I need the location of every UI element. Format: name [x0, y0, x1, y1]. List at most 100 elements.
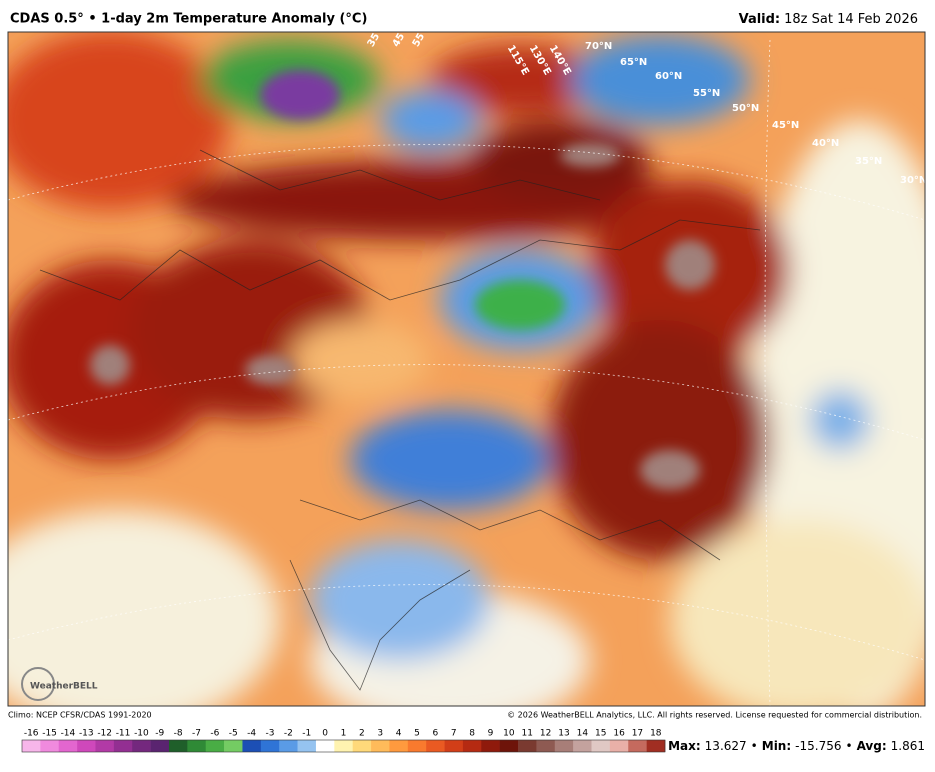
- colorbar-label: -7: [192, 729, 201, 739]
- colorbar-label: 7: [451, 729, 457, 739]
- colorbar-label: 17: [632, 729, 643, 739]
- colorbar-swatch: [462, 740, 482, 752]
- lat-label: 65°N: [620, 57, 647, 68]
- stats-value: 1.861: [891, 739, 925, 753]
- colorbar-swatch: [499, 740, 519, 752]
- lat-label: 55°N: [693, 88, 720, 99]
- stats-separator: •: [845, 739, 852, 753]
- colorbar-swatch: [132, 740, 151, 752]
- colorbar-label: 14: [577, 729, 589, 739]
- colorbar-swatch: [573, 740, 592, 752]
- map: 35°E 45°E 55°E 115°E 130°E 140°E 70°N 65…: [8, 32, 927, 706]
- colorbar-swatch: [95, 740, 115, 752]
- colorbar-swatch: [260, 740, 280, 752]
- lat-label: 60°N: [655, 71, 682, 82]
- colorbar-swatch: [352, 740, 372, 752]
- colorbar-swatch: [187, 740, 207, 752]
- colorbar-swatch: [389, 740, 409, 752]
- colorbar-swatch: [518, 740, 537, 752]
- colorbar-swatch: [628, 740, 647, 752]
- stats-separator: •: [751, 739, 758, 753]
- colorbar-label: 6: [432, 729, 438, 739]
- stats-label: Max:: [668, 739, 701, 753]
- colorbar-label: -13: [79, 729, 94, 739]
- lat-label: 45°N: [772, 120, 799, 131]
- colorbar-label: -10: [134, 729, 149, 739]
- colorbar-label: -4: [247, 729, 256, 739]
- stats-label: Min:: [762, 739, 791, 753]
- colorbar-swatch: [150, 740, 170, 752]
- colorbar-label: -8: [174, 729, 183, 739]
- colorbar-swatch: [554, 740, 574, 752]
- colorbar: -16 -15 -14 -13 -12 -11 -10 -9 -8 -7 -6 -5 -4 -3 -2 -1 0…: [21, 729, 666, 753]
- valid-time: Valid: 18z Sat 14 Feb 2026: [739, 12, 918, 27]
- lat-label: 50°N: [732, 103, 759, 114]
- colorbar-swatch: [113, 740, 133, 752]
- colorbar-swatch: [444, 740, 464, 752]
- colorbar-swatch: [77, 740, 96, 752]
- colorbar-swatch: [242, 740, 262, 752]
- lat-label: 40°N: [812, 138, 839, 149]
- colorbar-label: -3: [266, 729, 275, 739]
- valid-value: 18z Sat 14 Feb 2026: [784, 12, 918, 27]
- colorbar-label: 18: [650, 729, 662, 739]
- colorbar-label: -6: [210, 729, 219, 739]
- map-frame: [7, 31, 926, 707]
- colorbar-label: -1: [302, 729, 311, 739]
- lat-label: 30°N: [900, 175, 927, 186]
- colorbar-label: 4: [396, 729, 402, 739]
- colorbar-label: -2: [284, 729, 293, 739]
- stats-label: Avg:: [857, 739, 887, 753]
- stats-value: -15.756: [795, 739, 841, 753]
- colorbar-swatch: [609, 740, 629, 752]
- colorbar-swatch: [40, 740, 60, 752]
- colorbar-label: 1: [341, 729, 347, 739]
- title: CDAS 0.5° • 1-day 2m Temperature Anomaly…: [10, 12, 367, 27]
- colorbar-swatch: [315, 740, 335, 752]
- colorbar-label: 13: [558, 729, 569, 739]
- colorbar-label: 12: [540, 729, 551, 739]
- colorbar-label: -5: [229, 729, 238, 739]
- lat-label: 35°N: [855, 156, 882, 167]
- colorbar-label: -16: [24, 729, 39, 739]
- colorbar-swatch: [22, 740, 41, 752]
- colorbar-label: 15: [595, 729, 606, 739]
- logo-icon: [21, 667, 55, 701]
- colorbar-label: 8: [469, 729, 475, 739]
- colorbar-swatch: [426, 740, 445, 752]
- colorbar-swatch: [646, 740, 666, 752]
- colorbar-swatch: [205, 740, 225, 752]
- colorbar-label: -12: [97, 729, 112, 739]
- colorbar-label: 9: [488, 729, 494, 739]
- colorbar-label: -9: [155, 729, 164, 739]
- colorbar-label: 5: [414, 729, 420, 739]
- colorbar-swatch: [297, 740, 317, 752]
- colorbar-swatch: [591, 740, 611, 752]
- colorbar-label: 3: [377, 729, 383, 739]
- valid-label: Valid:: [739, 12, 781, 27]
- colorbar-label: -11: [116, 729, 131, 739]
- colorbar-swatch: [224, 740, 243, 752]
- colorbar-label: 16: [613, 729, 625, 739]
- colorbar-frame: [21, 739, 666, 753]
- colorbar-label: 11: [521, 729, 532, 739]
- logo: WeatherBELL: [30, 682, 98, 692]
- stats: Max: 13.627 • Min: -15.756 • Avg: 1.861: [668, 739, 925, 753]
- colorbar-swatch: [407, 740, 427, 752]
- colorbar-label: -14: [61, 729, 76, 739]
- colorbar-swatch: [536, 740, 556, 752]
- colorbar-swatch: [371, 740, 390, 752]
- stats-value: 13.627: [705, 739, 747, 753]
- colorbar-label: 2: [359, 729, 365, 739]
- climo-note: Climo: NCEP CFSR/CDAS 1991-2020: [8, 711, 152, 720]
- colorbar-swatch: [168, 740, 188, 752]
- lat-label: 70°N: [585, 41, 612, 52]
- colorbar-swatch: [279, 740, 298, 752]
- colorbar-swatch: [481, 740, 500, 752]
- colorbar-label: -15: [42, 729, 57, 739]
- colorbar-label: 0: [322, 729, 328, 739]
- colorbar-swatch: [58, 740, 78, 752]
- copyright: © 2026 WeatherBELL Analytics, LLC. All r…: [507, 711, 922, 720]
- colorbar-swatch: [334, 740, 353, 752]
